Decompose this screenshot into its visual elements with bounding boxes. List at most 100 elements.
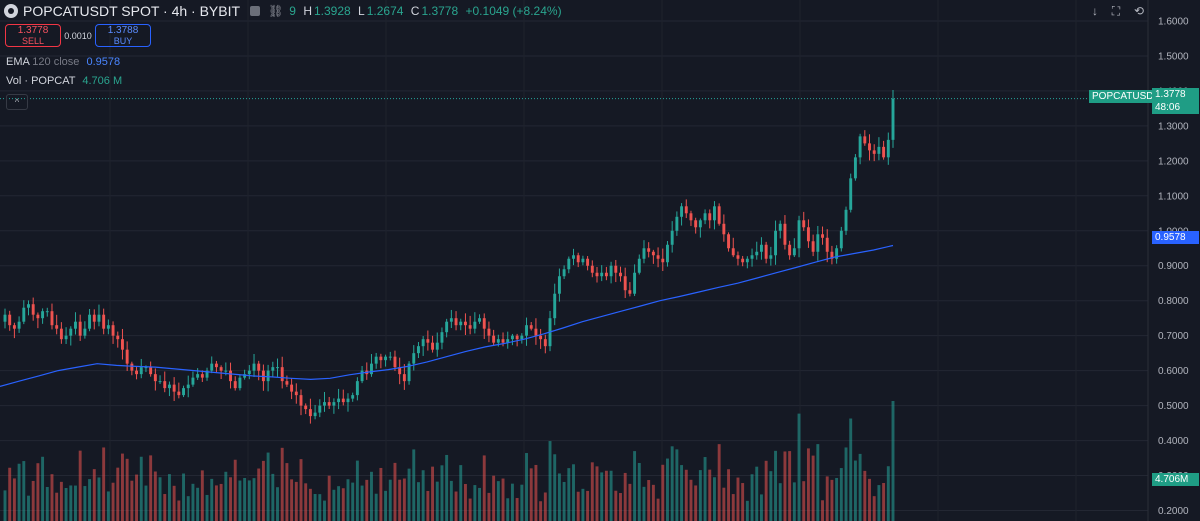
candle-body bbox=[426, 339, 430, 343]
volume-bar bbox=[586, 490, 590, 521]
candle-body bbox=[299, 395, 303, 406]
volume-bar bbox=[868, 478, 871, 521]
candle-body bbox=[308, 409, 312, 417]
volume-bar bbox=[816, 444, 820, 521]
price-axis-tick-label: 1.6000 bbox=[1158, 16, 1189, 27]
volume-bar bbox=[365, 479, 369, 521]
volume-bar bbox=[55, 492, 59, 521]
volume-bar bbox=[440, 465, 444, 521]
ema-legend[interactable]: EMA 120 close 0.9578 bbox=[6, 56, 121, 68]
volume-bar bbox=[853, 460, 857, 521]
volume-bar bbox=[553, 454, 557, 521]
volume-bar bbox=[17, 463, 21, 521]
volume-bar bbox=[858, 453, 862, 521]
volume-bar bbox=[515, 498, 519, 521]
volume-bar bbox=[473, 485, 477, 521]
link-icon[interactable]: ⛓ bbox=[268, 4, 284, 18]
volume-bar bbox=[393, 462, 397, 521]
volume-bar bbox=[313, 493, 317, 521]
symbol-title[interactable]: POPCATUSDT SPOT · 4h · BYBIT bbox=[23, 3, 241, 19]
candle-body bbox=[811, 241, 815, 252]
volume-bar bbox=[675, 449, 679, 521]
volume-bar bbox=[3, 490, 7, 521]
candle-body bbox=[285, 381, 289, 385]
logo-icon bbox=[4, 4, 18, 18]
candle-body bbox=[313, 412, 317, 417]
volume-bar bbox=[759, 494, 763, 521]
candle-body bbox=[337, 398, 341, 403]
trade-panel: 1.3778 SELL 0.0010 1.3788 BUY bbox=[5, 24, 151, 47]
candle-body bbox=[36, 314, 40, 319]
candle-body bbox=[135, 370, 139, 375]
volume-bar bbox=[698, 470, 702, 521]
volume-bar bbox=[92, 469, 96, 521]
volume-bar bbox=[271, 473, 275, 521]
volume-bar bbox=[261, 460, 265, 521]
download-icon[interactable]: ↓ bbox=[1092, 4, 1098, 18]
candle-body bbox=[271, 367, 275, 371]
candle-body bbox=[276, 367, 279, 369]
volume-bar bbox=[285, 463, 289, 521]
sell-button[interactable]: 1.3778 SELL bbox=[5, 24, 61, 47]
volume-bar bbox=[468, 498, 472, 521]
candle-body bbox=[572, 255, 575, 259]
candle-body bbox=[130, 363, 134, 371]
candle-body bbox=[764, 244, 768, 259]
volume-legend[interactable]: Vol · POPCAT 4.706 M bbox=[6, 75, 123, 87]
volume-bar bbox=[210, 478, 214, 521]
volume-bar bbox=[290, 479, 294, 521]
volume-bar bbox=[567, 468, 571, 521]
volume-bar bbox=[22, 461, 26, 521]
candle-body bbox=[609, 265, 613, 277]
volume-bar bbox=[121, 453, 124, 521]
candle-body bbox=[515, 335, 519, 340]
candle-body bbox=[332, 402, 336, 406]
volume-bar bbox=[167, 474, 171, 521]
candle-body bbox=[280, 367, 284, 382]
candle-body bbox=[323, 402, 326, 406]
candle-body bbox=[412, 353, 416, 364]
candle-body bbox=[27, 304, 30, 308]
candle-body bbox=[266, 370, 270, 382]
candle-body bbox=[449, 318, 453, 322]
fullscreen-icon[interactable]: ⛶ bbox=[1111, 4, 1121, 18]
candle-body bbox=[431, 342, 435, 350]
volume-bar bbox=[600, 472, 604, 521]
volume-bar bbox=[590, 462, 594, 521]
volume-bar bbox=[478, 487, 481, 521]
candle-body bbox=[454, 318, 458, 326]
candle-body bbox=[863, 136, 867, 144]
candle-body bbox=[210, 363, 214, 371]
volume-bar bbox=[139, 456, 143, 521]
candle-body bbox=[355, 381, 359, 396]
candle-body bbox=[553, 293, 557, 319]
candle-body bbox=[417, 346, 420, 354]
candle-body bbox=[144, 367, 148, 369]
volume-bar bbox=[398, 479, 402, 521]
volume-bar bbox=[50, 474, 54, 521]
volume-bar bbox=[482, 455, 486, 521]
symbol-color-square-icon bbox=[250, 6, 261, 16]
volume-bar bbox=[872, 496, 876, 521]
buy-button[interactable]: 1.3788 BUY bbox=[95, 24, 151, 47]
volume-bar bbox=[806, 448, 810, 521]
screenshot-icon[interactable]: ⟲ bbox=[1133, 4, 1145, 18]
volume-bar bbox=[172, 485, 176, 521]
volume-bar bbox=[463, 484, 467, 521]
volume-bar bbox=[238, 480, 242, 521]
candle-body bbox=[736, 255, 740, 259]
volume-bar bbox=[280, 447, 284, 521]
volume-bar bbox=[276, 487, 279, 521]
volume-bar bbox=[849, 418, 853, 521]
candle-body bbox=[74, 321, 77, 329]
collapse-legend-button[interactable]: ^ bbox=[6, 94, 28, 110]
volume-bar bbox=[755, 466, 759, 521]
volume-bar bbox=[153, 471, 157, 521]
candle-body bbox=[55, 325, 59, 329]
volume-bar bbox=[581, 488, 585, 521]
volume-bar bbox=[417, 482, 420, 521]
volume-bar bbox=[496, 481, 500, 521]
volume-bar bbox=[557, 473, 561, 521]
candle-body bbox=[778, 223, 782, 231]
